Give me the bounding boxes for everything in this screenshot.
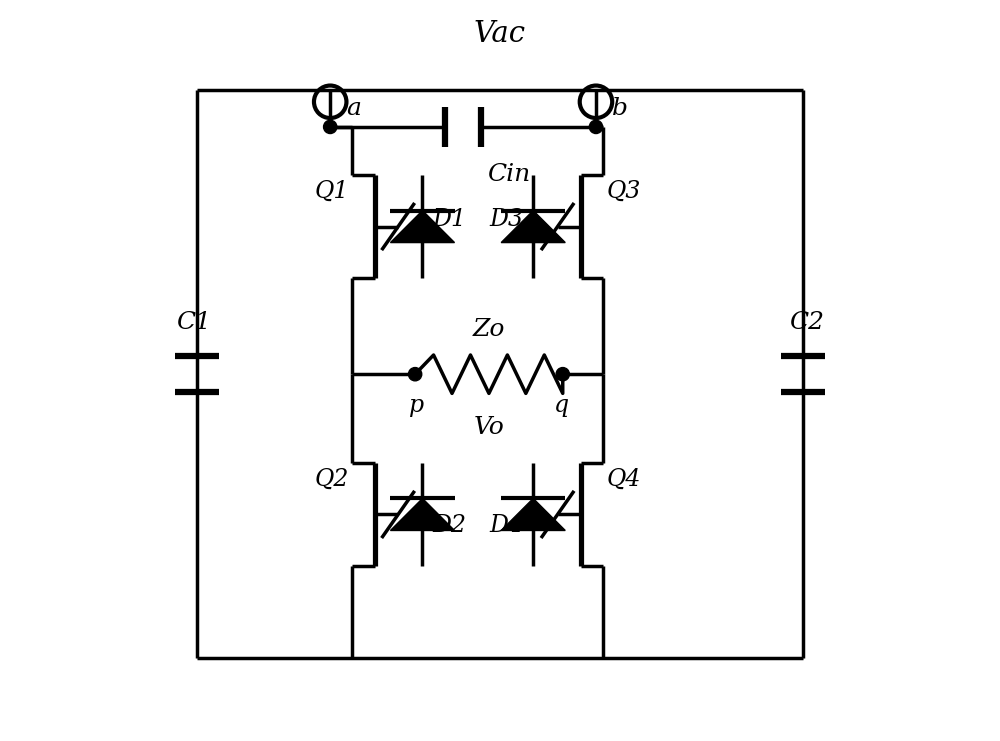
Circle shape [408, 368, 422, 381]
Text: C1: C1 [176, 311, 211, 334]
Circle shape [556, 368, 569, 381]
Polygon shape [390, 499, 455, 531]
Text: a: a [346, 96, 361, 119]
Text: D1: D1 [432, 207, 466, 230]
Text: Q2: Q2 [314, 468, 349, 491]
Polygon shape [501, 210, 565, 242]
Circle shape [324, 120, 337, 133]
Text: Zo: Zo [473, 319, 505, 342]
Text: Q3: Q3 [607, 179, 641, 202]
Text: D4: D4 [490, 514, 524, 537]
Polygon shape [390, 210, 455, 242]
Text: Cin: Cin [487, 163, 530, 187]
Text: C2: C2 [789, 311, 824, 334]
Text: D2: D2 [432, 514, 466, 537]
Text: b: b [612, 96, 628, 119]
Polygon shape [501, 499, 565, 531]
Text: Vac: Vac [474, 20, 526, 48]
Text: Q4: Q4 [607, 468, 641, 491]
Text: Vo: Vo [474, 416, 504, 439]
Text: Q1: Q1 [314, 179, 349, 202]
Text: q: q [554, 393, 569, 416]
Circle shape [589, 120, 603, 133]
Text: p: p [409, 393, 424, 416]
Text: D3: D3 [490, 207, 524, 230]
